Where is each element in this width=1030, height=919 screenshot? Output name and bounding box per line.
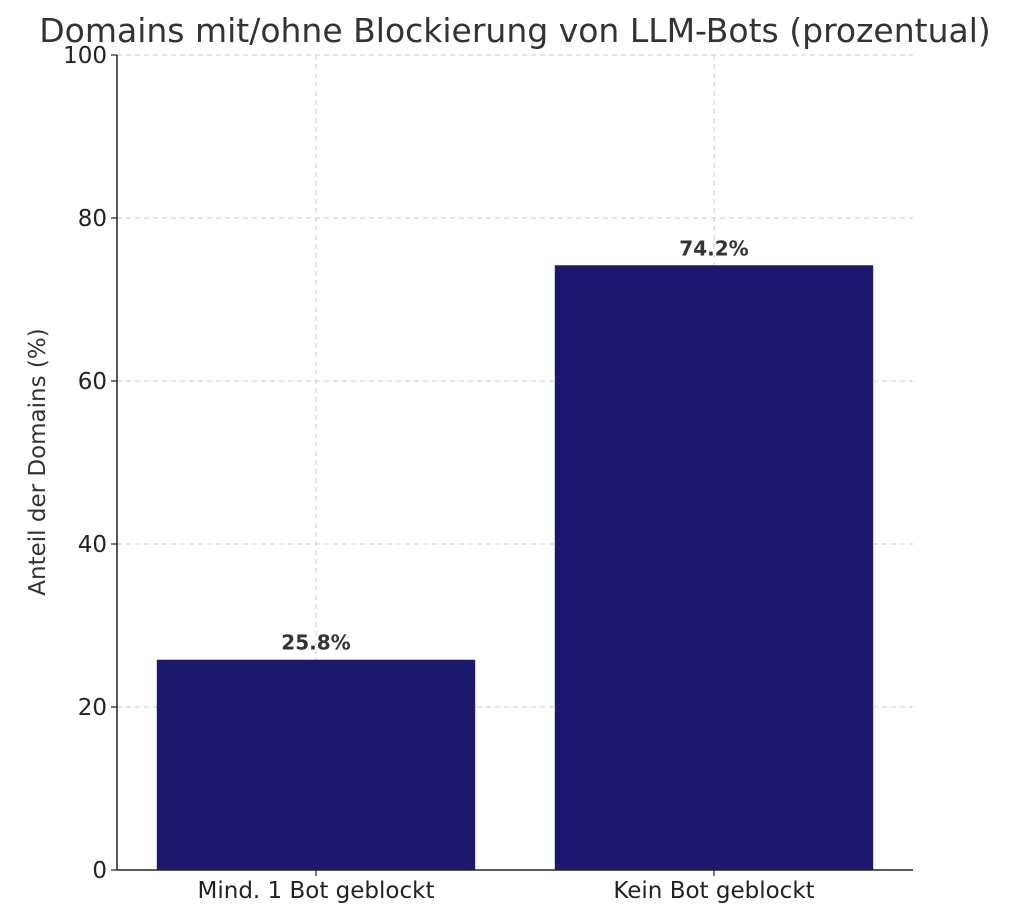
bar <box>156 659 476 870</box>
x-tick-label: Mind. 1 Bot geblockt <box>198 878 435 904</box>
bar-value-label: 25.8% <box>281 631 350 655</box>
y-tick-label: 100 <box>63 43 107 69</box>
bars <box>156 265 874 870</box>
y-tick-label: 60 <box>78 369 107 395</box>
bar-value-label: 74.2% <box>679 236 748 260</box>
bar <box>554 265 874 870</box>
y-tick-label: 0 <box>92 858 107 884</box>
y-tick-label: 80 <box>78 206 107 232</box>
y-axis-label: Anteil der Domains (%) <box>25 328 51 595</box>
chart-title: Domains mit/ohne Blockierung von LLM-Bot… <box>39 11 991 50</box>
data-labels: 25.8% 74.2% <box>281 236 748 654</box>
y-tick-label: 40 <box>78 532 107 558</box>
y-tick-label: 20 <box>78 695 107 721</box>
axes: 0 20 40 60 80 100 Mind. 1 Bot geblockt Kein Bot… <box>63 43 913 904</box>
x-tick-label: Kein Bot geblockt <box>613 878 814 904</box>
